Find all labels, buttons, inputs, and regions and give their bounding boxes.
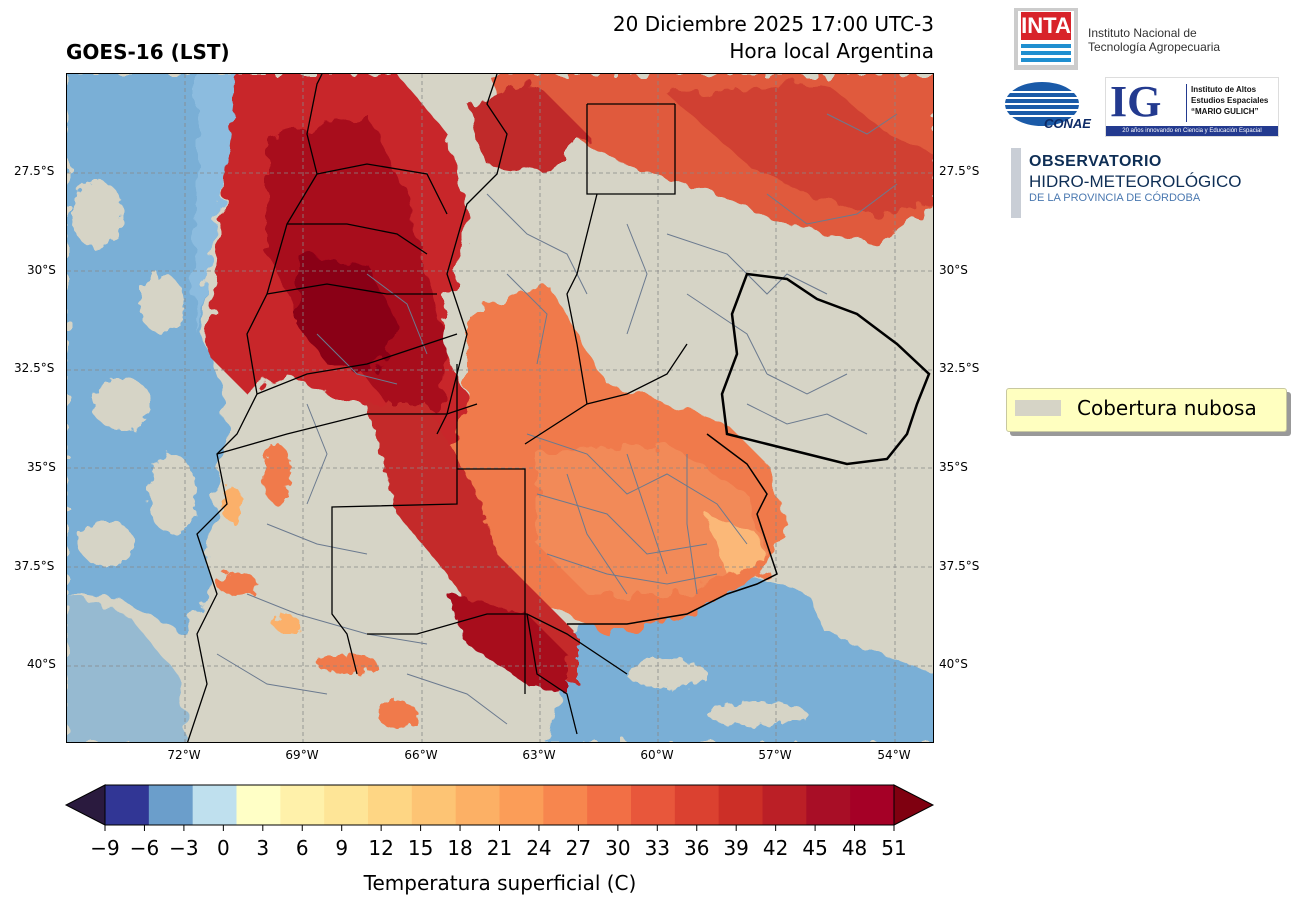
- colorbar-segment: [499, 785, 544, 825]
- map-datetime: 20 Diciembre 2025 17:00 UTC-3 Hora local…: [560, 11, 934, 65]
- legend: Cobertura nubosa: [1006, 388, 1287, 432]
- colorbar-tick-label: 12: [368, 836, 394, 860]
- uruguay-border: [720, 272, 931, 466]
- colorbar-tick-label: 9: [335, 836, 349, 860]
- colorbar-tick-label: 42: [762, 836, 789, 860]
- observatorio-logo: OBSERVATORIO HIDRO-METEOROLÓGICO DE LA P…: [1029, 153, 1242, 204]
- inta-name: Instituto Nacional de Tecnología Agropec…: [1088, 26, 1220, 54]
- colorbar-tick-label: 48: [841, 836, 868, 860]
- conae-globe-icon: [1005, 82, 1080, 126]
- colorbar-segment: [806, 785, 851, 825]
- x-tick-label: 54°W: [877, 748, 911, 762]
- colorbar-segment: [674, 785, 720, 825]
- y-tick-label: 40°S: [939, 657, 968, 671]
- obs-line: HIDRO-METEOROLÓGICO: [1029, 172, 1242, 191]
- colorbar-tick-label: 6: [295, 836, 309, 860]
- ig-logo: IG Instituto de Altos Estudios Espaciale…: [1105, 77, 1279, 137]
- y-tick-label: 40°S: [27, 657, 56, 671]
- cloud-swatch: [1015, 400, 1061, 416]
- colorbar-tick-label: −6: [129, 836, 160, 860]
- inta-name-line: Tecnología Agropecuaria: [1088, 40, 1221, 54]
- colorbar-segment: [105, 785, 150, 825]
- timezone-note: Hora local Argentina: [729, 39, 934, 63]
- y-tick-label: 35°S: [27, 460, 56, 474]
- colorbar-segment: [718, 785, 763, 825]
- colorbar-segment: [236, 785, 281, 825]
- y-tick-label: 32.5°S: [939, 361, 980, 375]
- colorbar-segment: [192, 785, 237, 825]
- colorbar-segment: [411, 785, 457, 825]
- inta-mark: INTA: [1021, 12, 1071, 40]
- colorbar-segment: [368, 785, 413, 825]
- y-tick-label: 37.5°S: [14, 559, 55, 573]
- x-tick-label: 66°W: [404, 748, 438, 762]
- colorbar-segment: [587, 785, 632, 825]
- map-title: GOES-16 (LST): [66, 40, 230, 64]
- y-tick-label: 27.5°S: [939, 164, 980, 178]
- ig-footer: 20 años innovando en Ciencia y Educación…: [1106, 126, 1278, 136]
- obs-line: OBSERVATORIO: [1029, 153, 1162, 170]
- coastline: [567, 433, 778, 625]
- observatorio-bar: [1011, 148, 1021, 218]
- pampas-warm-region: [447, 284, 787, 634]
- colorbar-segment: [280, 785, 325, 825]
- hot-west-region: [207, 74, 497, 504]
- colorbar-tick-label: 30: [605, 836, 631, 860]
- colorbar-tick-label: 45: [802, 836, 828, 860]
- ig-name: Instituto de Altos Estudios Espaciales “…: [1191, 84, 1268, 117]
- colorbar-tick-label: 39: [723, 836, 749, 860]
- colorbar-under-arrow: [64, 784, 106, 826]
- colorbar-tick-label: 3: [256, 836, 270, 860]
- y-tick-label: 35°S: [939, 460, 968, 474]
- graticule: [67, 74, 933, 742]
- colorbar-tick-label: 18: [447, 836, 473, 860]
- ig-name-line: “MARIO GULICH”: [1191, 107, 1259, 116]
- colorbar-over-arrow: [893, 784, 935, 826]
- temperature-map: [67, 74, 933, 742]
- colorbar-segment: [850, 785, 895, 825]
- datetime-text: 20 Diciembre 2025 17:00 UTC-3: [612, 12, 934, 36]
- y-tick-label: 32.5°S: [14, 361, 55, 375]
- y-tick-label: 27.5°S: [14, 164, 55, 178]
- colorbar-segment: [762, 785, 807, 825]
- colorbar-tick-label: −9: [90, 836, 120, 860]
- x-tick-label: 69°W: [285, 748, 319, 762]
- colorbar-segment: [148, 785, 194, 825]
- colorbar-tick-label: 15: [407, 836, 434, 860]
- x-tick-label: 72°W: [167, 748, 201, 762]
- ig-name-line: Instituto de Altos: [1191, 85, 1257, 94]
- colorbar-label: Temperatura superficial (C): [363, 871, 637, 895]
- ig-name-line: Estudios Espaciales: [1191, 96, 1269, 105]
- legend-label: Cobertura nubosa: [1077, 396, 1257, 420]
- colorbar-segment: [455, 785, 500, 825]
- x-tick-label: 60°W: [640, 748, 674, 762]
- colorbar-tick-label: 51: [881, 836, 907, 860]
- y-tick-label: 37.5°S: [939, 559, 980, 573]
- conae-logo: CONAE: [1004, 80, 1091, 132]
- x-tick-label: 63°W: [522, 748, 556, 762]
- colorbar-tick-label: 0: [216, 836, 230, 860]
- department-boundaries: [216, 113, 898, 725]
- colorbar-tick-label: 24: [526, 836, 552, 860]
- colorbar-tick-label: −3: [169, 836, 199, 860]
- colorbar-tick-label: 36: [684, 836, 710, 860]
- colorbar-tick-label: 27: [565, 836, 592, 860]
- colorbar-segment: [324, 785, 369, 825]
- colorbar-tick-label: 21: [486, 836, 513, 860]
- colorbar: [64, 784, 935, 831]
- colorbar-tick-label: 33: [644, 836, 671, 860]
- colorbar-segment: [543, 785, 588, 825]
- conae-label: CONAE: [1044, 116, 1091, 131]
- inta-name-line: Instituto Nacional de: [1088, 26, 1197, 40]
- x-tick-label: 57°W: [758, 748, 792, 762]
- province-boundaries: [186, 74, 688, 742]
- hot-north-region: [467, 74, 933, 244]
- obs-line: DE LA PROVINCIA DE CÓRDOBA: [1029, 192, 1201, 204]
- y-tick-label: 30°S: [27, 263, 56, 277]
- ig-mark: IG: [1110, 77, 1162, 126]
- map-panel: [66, 73, 934, 743]
- y-tick-label: 30°S: [939, 263, 968, 277]
- inta-logo: INTA: [1014, 8, 1078, 70]
- colorbar-segment: [631, 785, 676, 825]
